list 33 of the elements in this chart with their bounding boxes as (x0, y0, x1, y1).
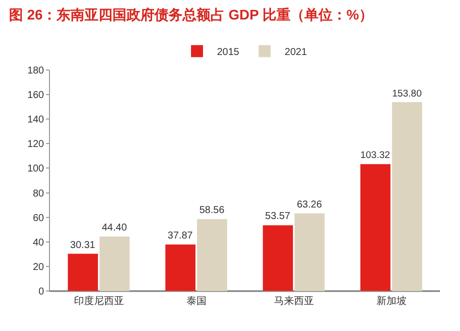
bar (165, 244, 196, 291)
bar (197, 219, 228, 291)
y-tick-label: 140 (27, 114, 44, 126)
y-tick-label: 60 (32, 212, 44, 224)
bar (262, 225, 293, 291)
legend-label: 2021 (284, 46, 308, 58)
text: 37.87 (168, 230, 193, 242)
text: 30.31 (70, 240, 96, 251)
text: 53.57 (265, 211, 290, 222)
y-tick-label: 160 (27, 90, 44, 102)
y-tick-label: 120 (27, 139, 44, 150)
x-tick-label: 印度尼西亚 (74, 295, 124, 307)
bar (294, 213, 325, 291)
bar (68, 254, 98, 291)
y-tick-label: 100 (27, 164, 44, 175)
y-tick-label: 0 (38, 286, 44, 298)
text: 153.80 (392, 88, 422, 100)
y-tick-label: 40 (32, 237, 44, 248)
y-tick-label: 80 (32, 188, 44, 200)
text: 58.56 (199, 205, 224, 216)
y-tick-label: 180 (27, 66, 44, 76)
chart-title: 图 26：东南亚四国政府债务总额占 GDP 比重（单位：%） (9, 6, 373, 23)
x-tick-label: 马来西亚 (274, 295, 314, 307)
text: 44.40 (102, 222, 127, 234)
bar (100, 236, 130, 291)
x-tick-label: 新加坡 (376, 295, 406, 307)
legend-label: 2015 (217, 46, 240, 58)
y-tick-label: 20 (32, 262, 44, 273)
text: 103.32 (360, 150, 390, 162)
bar (392, 102, 422, 291)
bar (360, 164, 390, 291)
x-tick-label: 泰国 (186, 296, 206, 307)
text: 63.26 (296, 199, 322, 210)
